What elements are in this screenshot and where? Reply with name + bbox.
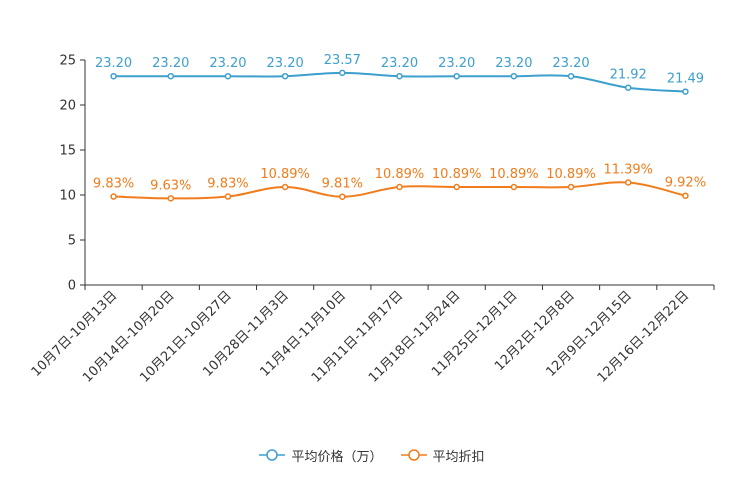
series-1-point [339, 193, 346, 200]
series-1-data-label: 10.89% [489, 167, 539, 182]
series-0-point [624, 84, 632, 91]
series-1-point [453, 183, 460, 191]
series-1-data-label: 11.39% [603, 162, 653, 177]
series-1-point [224, 193, 232, 200]
y-tick-label: 10 [59, 189, 76, 204]
legend-discount-circle-line-icon [400, 449, 427, 461]
series-1-data-label: 9.81% [322, 177, 363, 192]
legend-item-average-price[interactable]: 平均价格（万） [259, 446, 383, 465]
series-1-data-label: 10.89% [375, 167, 425, 182]
series-0-data-label: 23.20 [267, 56, 304, 71]
series-1-data-label: 9.92% [665, 176, 706, 191]
series-1-point [110, 193, 117, 200]
legend-label-average-price: 平均价格（万） [291, 449, 383, 465]
series-0-data-label: 23.20 [152, 56, 189, 71]
series-1-point [624, 179, 632, 186]
legend-price-circle-line-icon [259, 449, 286, 461]
series-1-point [510, 183, 518, 191]
series-0-data-label: 23.20 [495, 56, 532, 71]
series-0-point [110, 72, 117, 80]
series-1-data-label: 9.63% [150, 178, 191, 193]
series-0-data-label: 23.20 [95, 56, 132, 71]
series-0-point [682, 88, 689, 95]
series-0-data-label: 21.49 [667, 72, 704, 87]
series-0-data-label: 23.57 [324, 53, 361, 68]
series-1-point [567, 183, 575, 191]
series-1-data-label: 10.89% [260, 167, 310, 182]
series-0-point [224, 72, 232, 80]
series-1-point [396, 183, 403, 191]
series-1-point [167, 195, 175, 202]
series-0-point [396, 72, 403, 80]
series-1-data-label: 9.83% [207, 177, 248, 192]
legend-item-average-discount[interactable]: 平均折扣 [400, 446, 485, 465]
y-tick-label: 20 [59, 99, 76, 114]
series-0-data-label: 23.20 [438, 56, 475, 71]
legend-label-average-discount: 平均折扣 [432, 449, 485, 465]
series-1-point [281, 183, 289, 191]
series-0-data-label: 23.20 [209, 56, 246, 71]
series-1-point [682, 192, 689, 199]
series-1-data-label: 10.89% [546, 167, 596, 182]
series-0-point [510, 72, 518, 80]
y-tick-label: 25 [59, 54, 76, 69]
series-0-point [167, 72, 175, 80]
chart-legend: 平均价格（万） 平均折扣 [0, 444, 744, 466]
series-0-data-label: 23.20 [552, 56, 589, 71]
y-tick-label: 5 [68, 234, 76, 249]
series-0-data-label: 21.92 [610, 68, 647, 83]
series-0-data-label: 23.20 [381, 56, 418, 71]
y-tick-label: 0 [68, 279, 76, 294]
series-0-point [339, 69, 346, 77]
series-0-point [281, 72, 289, 80]
y-tick-label: 15 [59, 144, 76, 159]
series-1-data-label: 10.89% [432, 167, 482, 182]
series-0-point [453, 72, 460, 80]
series-0-point [567, 72, 575, 80]
series-1-data-label: 9.83% [93, 177, 134, 192]
